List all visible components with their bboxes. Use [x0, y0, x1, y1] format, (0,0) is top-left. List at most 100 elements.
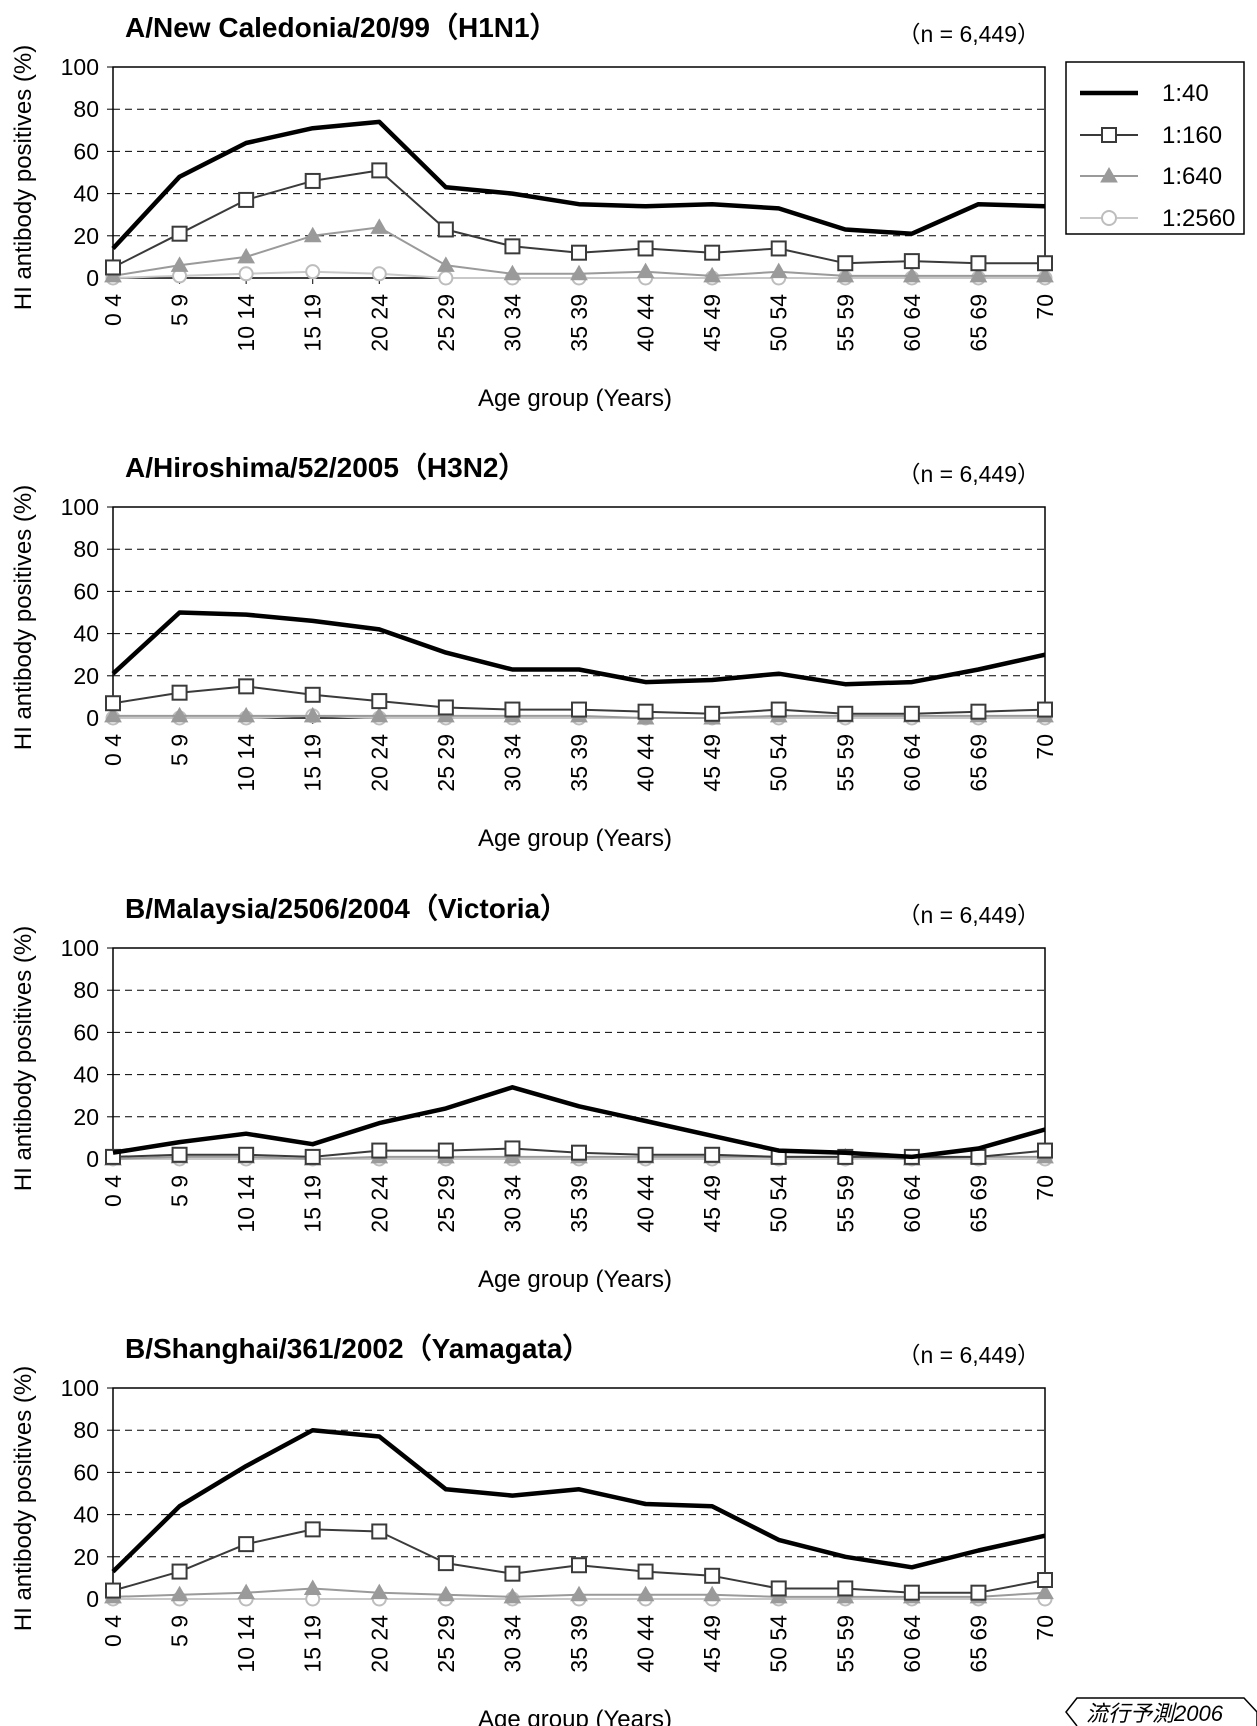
x-axis-label: Age group (Years): [478, 1266, 672, 1293]
chart-panel-2: A/Hiroshima/52/2005（H3N2） （n = 6,449） 0 20 4…: [10, 451, 1058, 852]
data-point: [703, 1585, 722, 1602]
y-tick-label: 80: [73, 1417, 99, 1443]
data-point: [704, 1567, 721, 1584]
y-tick-label: 0: [86, 705, 99, 731]
x-tick-label: 0 4: [100, 1615, 126, 1647]
data-point: [371, 162, 388, 179]
legend-item-1-2560: 1:2560: [1080, 205, 1235, 232]
x-tick-label: 5 9: [167, 294, 193, 326]
data-point: [437, 1555, 454, 1572]
y-tick-label: 20: [73, 1544, 99, 1570]
data-point: [969, 266, 988, 283]
x-tick-label: 45 49: [699, 734, 725, 792]
legend-item-1-40: 1:40: [1080, 80, 1209, 107]
data-point: [371, 1142, 388, 1159]
x-tick-label: 10 14: [233, 1615, 259, 1673]
x-tick-label: 45 49: [699, 1175, 725, 1233]
data-point: [570, 264, 588, 281]
series-1-40: [111, 1427, 1046, 1574]
x-tick-label: 25 29: [433, 734, 459, 792]
x-tick-label: 65 69: [965, 294, 991, 352]
y-tick-label: 80: [73, 536, 99, 562]
y-tick-label: 40: [73, 621, 99, 647]
x-tick-label: 70: [1032, 1175, 1058, 1201]
data-point: [105, 1582, 121, 1599]
y-tick-label: 60: [73, 1459, 99, 1485]
x-axis-label: Age group (Years): [478, 385, 672, 412]
data-point: [970, 255, 987, 272]
footer-stamp: 流行予測2006: [1065, 1697, 1257, 1726]
x-tick-label: 20 24: [366, 734, 392, 792]
x-tick-label: 60 64: [899, 294, 925, 352]
y-tick-label: 20: [73, 223, 99, 249]
plot-frame: [112, 947, 1046, 1160]
series-line: [111, 1427, 1046, 1574]
x-tick-label: 0 4: [100, 294, 126, 326]
data-point: [170, 256, 189, 272]
data-point: [238, 1536, 255, 1553]
x-tick-label: 20 24: [366, 1615, 392, 1673]
x-tick-label: 50 54: [766, 1615, 792, 1673]
y-tick-label: 0: [86, 1146, 99, 1172]
legend-label: 1:2560: [1162, 205, 1235, 232]
chart-subtitle: （n = 6,449）: [897, 21, 1040, 47]
series-1-640: [104, 218, 1054, 283]
y-axis-label: HI antibody positives (%): [10, 45, 37, 310]
x-tick-label: 70: [1032, 1615, 1058, 1641]
data-point: [104, 706, 122, 723]
data-point: [105, 695, 121, 712]
data-point: [171, 684, 188, 701]
legend-box: [1065, 61, 1245, 235]
y-tick-label: 40: [73, 1502, 99, 1528]
data-point: [238, 1146, 255, 1163]
data-point: [704, 705, 721, 722]
data-point: [571, 701, 587, 718]
data-point: [636, 262, 655, 279]
x-tick-label: 60 64: [899, 1175, 925, 1233]
data-point: [371, 266, 387, 282]
series-line: [111, 119, 1046, 251]
legend-item-1-640: 1:640: [1080, 163, 1222, 190]
data-point: [504, 1565, 521, 1582]
data-point: [703, 266, 722, 283]
x-tick-label: 5 9: [167, 1175, 193, 1207]
x-tick-label: 30 34: [499, 734, 525, 792]
chart-panel-1: A/New Caledonia/20/99（H1N1） （n = 6,449） 0 2…: [10, 11, 1058, 412]
y-tick-label: 60: [73, 138, 99, 164]
data-point: [637, 1563, 654, 1580]
data-point: [903, 705, 920, 722]
y-tick-label: 100: [61, 1375, 99, 1401]
data-point: [171, 1146, 188, 1163]
legend-label: 1:40: [1162, 80, 1209, 107]
series-1-40: [111, 119, 1046, 251]
x-tick-label: 55 59: [832, 1175, 858, 1233]
data-point: [436, 256, 455, 272]
data-point: [438, 270, 454, 286]
series-line: [112, 1085, 1046, 1160]
x-tick-label: 70: [1032, 734, 1058, 760]
series-1-40: [112, 1085, 1046, 1160]
chart-title: A/New Caledonia/20/99（H1N1）: [125, 11, 558, 43]
x-tick-label: 25 29: [433, 1615, 459, 1673]
series-line: [111, 610, 1046, 687]
data-point: [571, 1557, 587, 1574]
data-point: [436, 1585, 455, 1602]
data-point: [370, 1583, 389, 1600]
legend-item-1-160: 1:160: [1080, 122, 1222, 149]
data-point: [305, 264, 321, 280]
x-tick-label: 55 59: [832, 1615, 858, 1673]
x-tick-label: 10 14: [233, 734, 259, 792]
data-point: [303, 1579, 322, 1595]
x-tick-label: 20 24: [366, 1175, 392, 1233]
x-tick-label: 30 34: [499, 1175, 525, 1233]
data-point: [970, 1148, 987, 1165]
data-point: [303, 226, 322, 243]
x-tick-label: 45 49: [699, 1615, 725, 1673]
y-tick-label: 20: [73, 663, 99, 689]
legend: 1:40 1:160 1:640 1:2560: [1065, 61, 1245, 235]
data-point: [837, 705, 854, 722]
x-tick-label: 10 14: [233, 1175, 259, 1233]
data-point: [1037, 255, 1053, 272]
x-tick-label: 55 59: [832, 294, 858, 352]
data-point: [704, 244, 721, 261]
